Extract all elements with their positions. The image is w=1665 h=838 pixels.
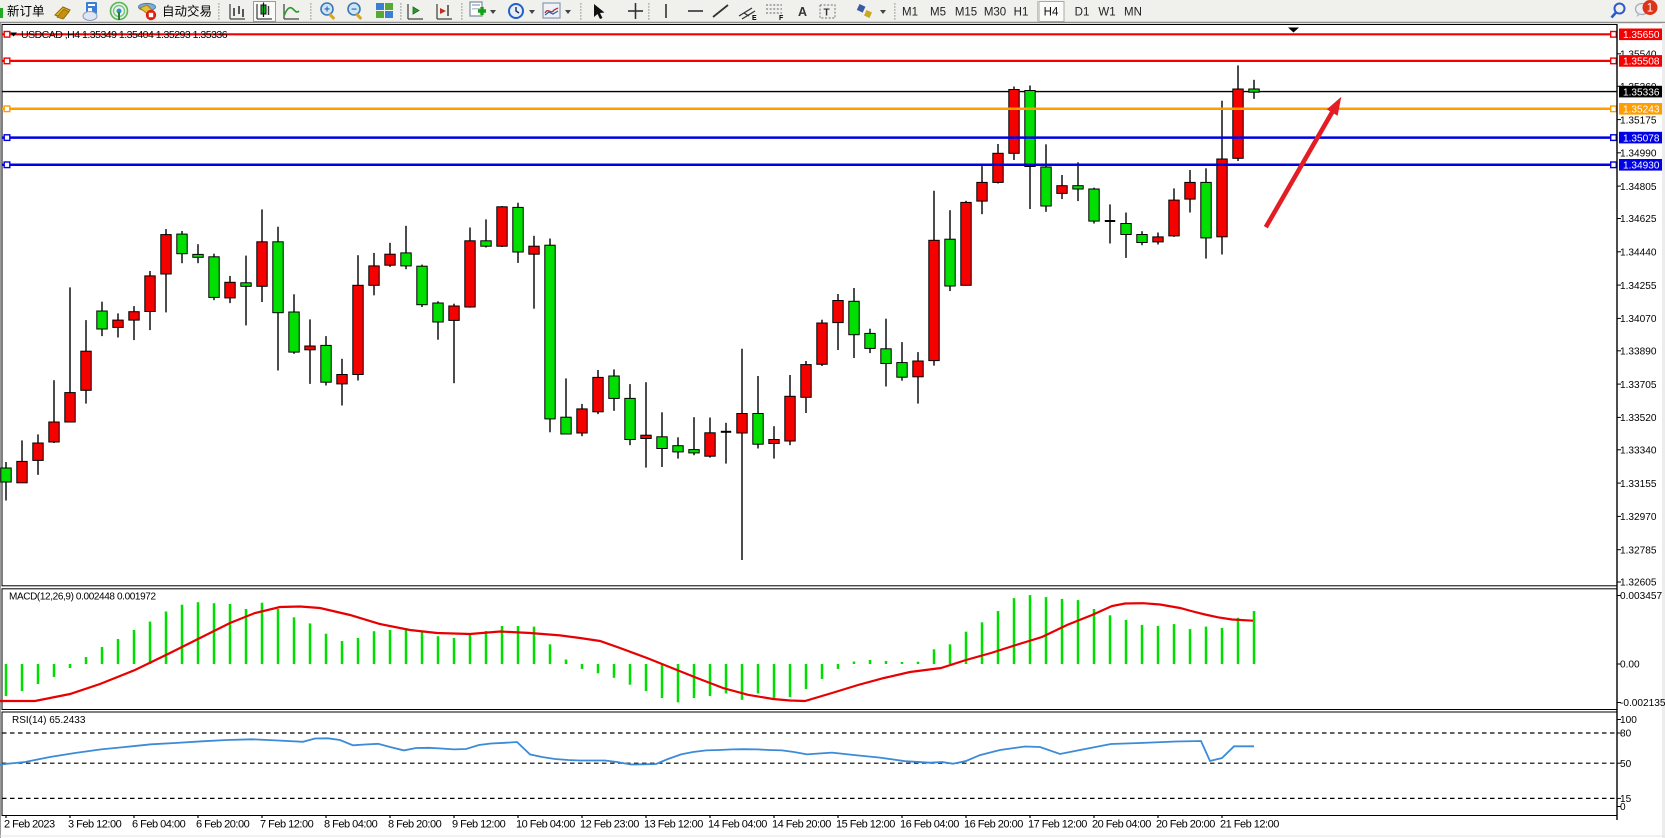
svg-text:7 Feb 12:00: 7 Feb 12:00 xyxy=(260,819,314,831)
svg-text:15 Feb 12:00: 15 Feb 12:00 xyxy=(836,819,895,831)
svg-text:M30: M30 xyxy=(984,7,1006,19)
svg-text:1.34990: 1.34990 xyxy=(1620,149,1657,160)
svg-text:-0.002135: -0.002135 xyxy=(1620,698,1665,709)
svg-text:MN: MN xyxy=(1124,7,1142,19)
svg-text:1.32785: 1.32785 xyxy=(1620,545,1657,556)
svg-text:RSI(14) 65.2433: RSI(14) 65.2433 xyxy=(12,715,86,726)
svg-text:0.003457: 0.003457 xyxy=(1620,591,1662,602)
svg-text:+: + xyxy=(324,4,330,15)
svg-text:13 Feb 12:00: 13 Feb 12:00 xyxy=(644,819,703,831)
svg-text:12 Feb 23:00: 12 Feb 23:00 xyxy=(580,819,639,831)
svg-text:1.32970: 1.32970 xyxy=(1620,512,1657,523)
svg-text:自动交易: 自动交易 xyxy=(162,4,212,19)
svg-text:2 Feb 2023: 2 Feb 2023 xyxy=(4,819,55,831)
svg-text:21 Feb 12:00: 21 Feb 12:00 xyxy=(1220,819,1279,831)
svg-text:1.35336: 1.35336 xyxy=(1623,87,1660,98)
svg-text:1.33890: 1.33890 xyxy=(1620,347,1657,358)
svg-text:F: F xyxy=(779,15,784,22)
svg-text:1.35540: 1.35540 xyxy=(1620,50,1657,61)
svg-text:16 Feb 04:00: 16 Feb 04:00 xyxy=(900,819,959,831)
svg-text:M1: M1 xyxy=(902,7,918,19)
svg-text:−: − xyxy=(351,4,357,15)
svg-text:1.35078: 1.35078 xyxy=(1623,133,1660,144)
svg-text:1.32605: 1.32605 xyxy=(1620,578,1657,589)
svg-text:1.34930: 1.34930 xyxy=(1623,161,1660,172)
svg-text:14 Feb 20:00: 14 Feb 20:00 xyxy=(772,819,831,831)
svg-text:D1: D1 xyxy=(1075,7,1090,19)
svg-text:80: 80 xyxy=(1620,729,1632,740)
svg-text:E: E xyxy=(752,15,757,22)
svg-text:1.33705: 1.33705 xyxy=(1620,380,1657,391)
svg-text:1.35650: 1.35650 xyxy=(1623,30,1660,41)
svg-text:1.34805: 1.34805 xyxy=(1620,182,1657,193)
svg-text:3 Feb 12:00: 3 Feb 12:00 xyxy=(68,819,122,831)
svg-text:1.35243: 1.35243 xyxy=(1623,105,1660,116)
svg-text:8 Feb 04:00: 8 Feb 04:00 xyxy=(324,819,378,831)
svg-text:6 Feb 20:00: 6 Feb 20:00 xyxy=(196,819,250,831)
svg-text:A: A xyxy=(798,5,807,19)
svg-text:M15: M15 xyxy=(955,7,977,19)
svg-text:100: 100 xyxy=(1620,715,1637,726)
svg-text:0.00: 0.00 xyxy=(1620,660,1640,671)
svg-text:1.33155: 1.33155 xyxy=(1620,479,1657,490)
svg-text:T: T xyxy=(824,8,830,19)
svg-text:6 Feb 04:00: 6 Feb 04:00 xyxy=(132,819,186,831)
svg-text:1.33520: 1.33520 xyxy=(1620,413,1657,424)
svg-text:10 Feb 04:00: 10 Feb 04:00 xyxy=(516,819,575,831)
svg-text:15: 15 xyxy=(1620,794,1632,805)
svg-text:20 Feb 20:00: 20 Feb 20:00 xyxy=(1156,819,1215,831)
svg-text:14 Feb 04:00: 14 Feb 04:00 xyxy=(708,819,767,831)
svg-text:9 Feb 12:00: 9 Feb 12:00 xyxy=(452,819,506,831)
svg-text:16 Feb 20:00: 16 Feb 20:00 xyxy=(964,819,1023,831)
svg-text:0: 0 xyxy=(1620,802,1626,813)
svg-text:1.33340: 1.33340 xyxy=(1620,446,1657,457)
svg-text:1.34625: 1.34625 xyxy=(1620,214,1657,225)
svg-text:50: 50 xyxy=(1620,759,1632,770)
svg-text:1.34440: 1.34440 xyxy=(1620,248,1657,259)
svg-text:1.35508: 1.35508 xyxy=(1623,57,1660,68)
svg-text:8 Feb 20:00: 8 Feb 20:00 xyxy=(388,819,442,831)
svg-text:H4: H4 xyxy=(1044,7,1059,19)
svg-text:1: 1 xyxy=(1647,3,1653,15)
svg-text:M5: M5 xyxy=(930,7,946,19)
svg-text:W1: W1 xyxy=(1098,7,1115,19)
svg-text:H1: H1 xyxy=(1014,7,1029,19)
svg-text:1.34070: 1.34070 xyxy=(1620,314,1657,325)
svg-text:1.34255: 1.34255 xyxy=(1620,281,1657,292)
svg-text:新订单: 新订单 xyxy=(7,4,45,19)
svg-text:MACD(12,26,9) 0.002448 0.00197: MACD(12,26,9) 0.002448 0.001972 xyxy=(9,592,156,603)
svg-text:USDCAD ,H4 1.35349 1.35404 1.: USDCAD ,H4 1.35349 1.35404 1.35293 1.353… xyxy=(21,29,228,41)
svg-text:17 Feb 12:00: 17 Feb 12:00 xyxy=(1028,819,1087,831)
svg-text:1.35175: 1.35175 xyxy=(1620,115,1657,126)
svg-text:20 Feb 04:00: 20 Feb 04:00 xyxy=(1092,819,1151,831)
